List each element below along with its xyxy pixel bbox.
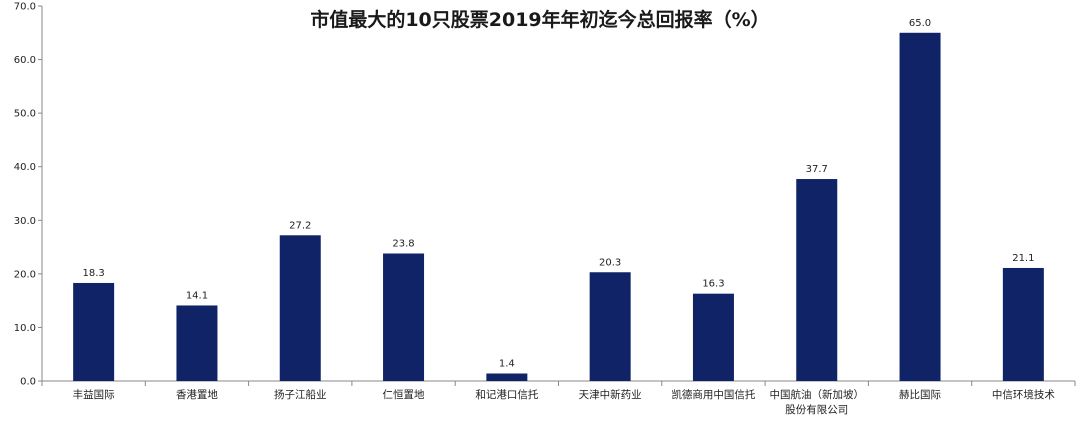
y-tick-label: 40.0: [14, 162, 36, 173]
bar: [486, 373, 528, 381]
bar: [692, 293, 734, 381]
data-label: 18.3: [83, 268, 105, 279]
bar: [899, 32, 941, 382]
y-tick-label: 30.0: [14, 216, 36, 227]
y-tick-label: 0.0: [20, 377, 36, 388]
x-tick-label: 凯德商用中国信托: [671, 388, 755, 401]
data-label: 1.4: [499, 359, 515, 370]
bar: [279, 235, 321, 381]
x-tick-label: 丰益国际: [73, 388, 115, 401]
data-label: 65.0: [909, 18, 931, 29]
y-tick-label: 10.0: [14, 323, 36, 334]
bars: 18.3 14.1 27.2 23.8 1.4 20.3 16.3 37.7 65.0 21.1: [73, 18, 1044, 382]
data-label: 37.7: [806, 164, 828, 175]
y-tick-label: 70.0: [14, 2, 36, 13]
bar: [796, 179, 838, 381]
data-label: 27.2: [289, 220, 311, 231]
x-tick-label: 中国航油（新加坡）: [770, 388, 865, 401]
data-label: 20.3: [599, 257, 621, 268]
axes: 0.0 10.0 20.0 30.0 40.0 50.0 60.0 70.0 丰益国际 香港置地 扬…: [14, 2, 1076, 416]
x-tick-label: 扬子江船业: [274, 388, 327, 401]
data-label: 16.3: [702, 279, 724, 290]
x-tick-label: 股份有限公司: [785, 403, 848, 416]
bar: [176, 305, 218, 381]
bar: [383, 253, 425, 381]
x-tick-label: 和记港口信托: [475, 388, 538, 401]
data-label: 23.8: [392, 239, 414, 250]
x-tick-label: 仁恒置地: [383, 388, 425, 401]
data-label: 14.1: [186, 290, 208, 301]
chart-title: 市值最大的10只股票2019年年初迄今总回报率（%）: [310, 8, 769, 31]
bar: [1002, 267, 1044, 381]
x-tick-label: 天津中新药业: [579, 388, 642, 401]
data-label: 21.1: [1012, 253, 1034, 264]
x-tick-label: 香港置地: [176, 388, 218, 401]
x-tick-label: 中信环境技术: [992, 388, 1055, 401]
x-tick-label: 赫比国际: [899, 388, 941, 401]
y-tick-label: 60.0: [14, 55, 36, 66]
y-tick-label: 20.0: [14, 269, 36, 280]
y-tick-label: 50.0: [14, 109, 36, 120]
bar: [73, 282, 115, 381]
bar: [589, 272, 631, 381]
